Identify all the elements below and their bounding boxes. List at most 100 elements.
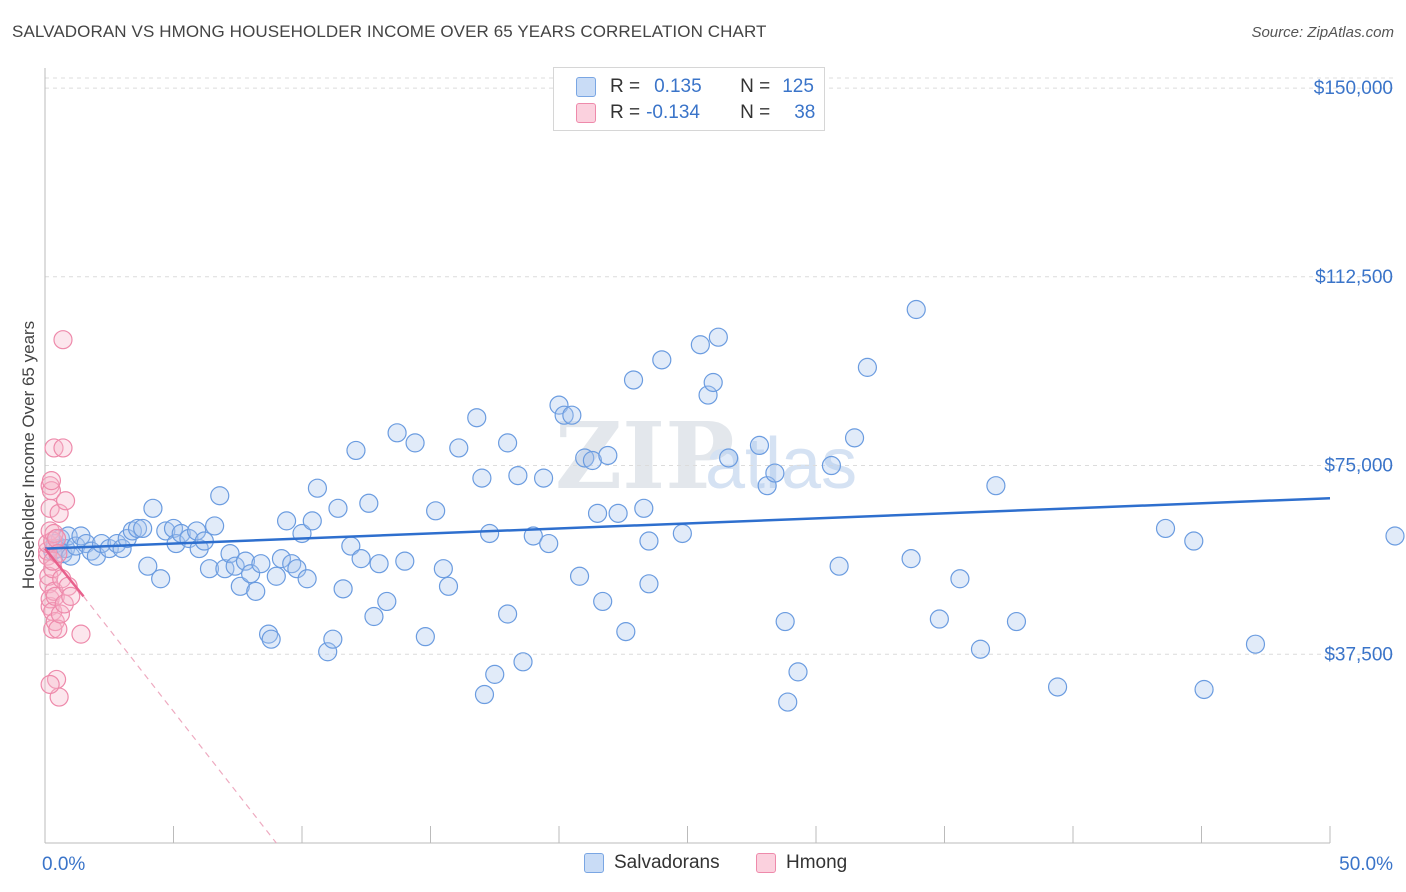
point-salvadorans — [323, 629, 343, 649]
point-hmong — [50, 604, 71, 624]
legend-r-label: R = — [610, 102, 641, 123]
point-salvadorans — [1385, 526, 1405, 546]
point-salvadorans — [749, 435, 770, 456]
legend-n-value: 125 — [782, 76, 814, 97]
point-salvadorans — [133, 518, 153, 539]
point-salvadorans — [690, 335, 710, 355]
point-salvadorans — [138, 556, 158, 576]
y-tick-label: $75,000 — [1324, 456, 1393, 477]
y-tick-label: $37,500 — [1324, 644, 1393, 665]
point-salvadorans — [950, 569, 970, 589]
point-salvadorans — [539, 533, 559, 554]
point-salvadorans — [708, 327, 728, 347]
point-hmong — [41, 471, 62, 491]
point-salvadorans — [970, 639, 991, 659]
point-salvadorans — [246, 581, 266, 601]
point-hmong — [53, 438, 73, 458]
point-salvadorans — [346, 440, 366, 461]
point-salvadorans — [467, 408, 487, 428]
point-salvadorans — [472, 468, 492, 488]
point-salvadorans — [639, 574, 659, 594]
point-salvadorans — [426, 501, 446, 521]
point-salvadorans — [788, 662, 808, 682]
y-tick-label: $150,000 — [1314, 78, 1393, 99]
point-salvadorans — [906, 299, 926, 320]
point-salvadorans — [359, 493, 379, 513]
legend-r-value: -0.134 — [646, 102, 700, 123]
point-salvadorans — [387, 423, 407, 443]
point-salvadorans — [986, 476, 1006, 496]
point-salvadorans — [508, 465, 528, 486]
point-hmong — [61, 586, 81, 606]
point-salvadorans — [844, 428, 865, 448]
point-salvadorans — [251, 554, 271, 574]
point-salvadorans — [634, 498, 654, 518]
point-salvadorans — [829, 556, 849, 576]
point-salvadorans — [698, 385, 718, 405]
legend-row-hmong: R = -0.134 N = 38 — [576, 101, 815, 125]
point-salvadorans — [593, 591, 613, 612]
legend-r-label: R = — [610, 76, 641, 97]
series-legend: Salvadorans Hmong — [0, 852, 1406, 876]
point-salvadorans — [1184, 531, 1204, 551]
point-salvadorans — [395, 551, 415, 571]
point-salvadorans — [582, 450, 603, 471]
legend-label-hmong: Hmong — [786, 852, 848, 873]
point-salvadorans — [449, 438, 469, 458]
trendline-hmong-extension — [83, 596, 277, 844]
point-salvadorans — [276, 511, 297, 531]
point-hmong — [40, 674, 60, 695]
point-salvadorans — [225, 556, 245, 576]
point-salvadorans — [1155, 518, 1176, 539]
point-salvadorans — [719, 448, 739, 468]
point-salvadorans — [369, 554, 389, 574]
point-hmong — [49, 503, 69, 523]
point-salvadorans — [652, 350, 672, 370]
trendline-salvadorans — [44, 496, 1331, 550]
point-salvadorans — [498, 604, 518, 624]
point-salvadorans — [127, 518, 148, 539]
point-salvadorans — [485, 664, 505, 684]
point-salvadorans — [778, 692, 798, 712]
legend-item-salvadorans[interactable]: Salvadorans — [584, 852, 720, 874]
legend-swatch-hmong — [756, 853, 776, 873]
point-salvadorans — [703, 372, 723, 393]
legend-row-salvadorans: R = 0.135 N = 125 — [576, 75, 814, 99]
point-salvadorans — [351, 549, 371, 569]
point-salvadorans — [156, 521, 176, 541]
point-salvadorans — [598, 445, 618, 466]
legend-label-salvadorans: Salvadorans — [614, 852, 720, 873]
point-salvadorans — [575, 448, 595, 468]
point-salvadorans — [480, 523, 500, 544]
point-salvadorans — [554, 405, 574, 425]
point-salvadorans — [307, 478, 328, 498]
point-salvadorans — [549, 395, 569, 415]
watermark-atlas: atlas — [705, 424, 857, 504]
point-salvadorans — [328, 498, 348, 518]
x-tick-label-max: 50.0% — [1339, 854, 1393, 875]
point-salvadorans — [266, 566, 286, 586]
point-salvadorans — [287, 559, 307, 579]
point-salvadorans — [587, 503, 608, 523]
point-salvadorans — [143, 498, 163, 518]
point-salvadorans — [1245, 634, 1266, 654]
point-salvadorans — [235, 551, 256, 571]
point-hmong — [48, 619, 68, 639]
point-salvadorans — [405, 433, 425, 453]
point-salvadorans — [513, 652, 533, 672]
point-salvadorans — [433, 559, 453, 579]
legend-r-value: 0.135 — [654, 76, 702, 97]
point-salvadorans — [151, 569, 171, 589]
chart-source: Source: ZipAtlas.com — [1251, 24, 1394, 41]
point-hmong — [55, 491, 76, 511]
legend-swatch-hmong — [576, 103, 596, 123]
point-hmong — [41, 481, 62, 501]
point-salvadorans — [241, 564, 261, 584]
point-salvadorans — [562, 405, 582, 425]
legend-item-hmong[interactable]: Hmong — [756, 852, 847, 874]
point-salvadorans — [821, 455, 842, 476]
point-salvadorans — [318, 642, 338, 662]
point-salvadorans — [302, 511, 322, 531]
legend-n-value: 38 — [794, 102, 816, 123]
